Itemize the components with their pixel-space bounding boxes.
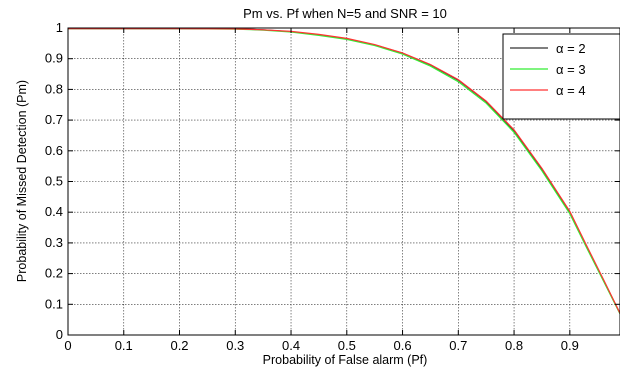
y-tick-label: 0.7 [45,112,63,127]
x-tick-label: 0.5 [338,338,356,353]
x-tick-label: 0.3 [226,338,244,353]
legend-label: α = 3 [556,62,586,77]
x-axis-title: Probability of False alarm (Pf) [263,353,428,367]
y-axis-tick-labels: 0 0.1 0.2 0.3 0.4 0.5 0.6 0.7 0.8 0.9 1 [45,20,63,342]
chart-title: Pm vs. Pf when N=5 and SNR = 10 [243,6,447,21]
x-axis-tick-labels: 0 0.1 0.2 0.3 0.4 0.5 0.6 0.7 0.8 0.9 [64,338,578,353]
y-tick-label: 0.8 [45,81,63,96]
y-tick-label: 0.4 [45,204,63,219]
x-tick-label: 0.6 [394,338,412,353]
y-tick-label: 0.6 [45,143,63,158]
y-tick-label: 0.5 [45,174,63,189]
y-axis-title: Probability of Missed Detection (Pm) [15,80,29,282]
y-tick-label: 0 [56,327,63,342]
x-tick-label: 0.9 [561,338,579,353]
y-tick-label: 0.2 [45,266,63,281]
x-tick-label: 0.1 [115,338,133,353]
x-tick-label: 0.2 [170,338,188,353]
axis-ticks [67,27,620,336]
legend-label: α = 2 [556,41,586,56]
x-tick-label: 0.8 [505,338,523,353]
y-tick-label: 0.1 [45,296,63,311]
y-tick-label: 1 [56,20,63,35]
x-tick-label: 0.7 [449,338,467,353]
y-tick-label: 0.9 [45,51,63,66]
y-tick-label: 0.3 [45,235,63,250]
legend-label: α = 4 [556,83,586,98]
x-tick-label: 0 [64,338,71,353]
x-tick-label: 0.4 [282,338,300,353]
legend: α = 2 α = 3 α = 4 [502,33,620,120]
